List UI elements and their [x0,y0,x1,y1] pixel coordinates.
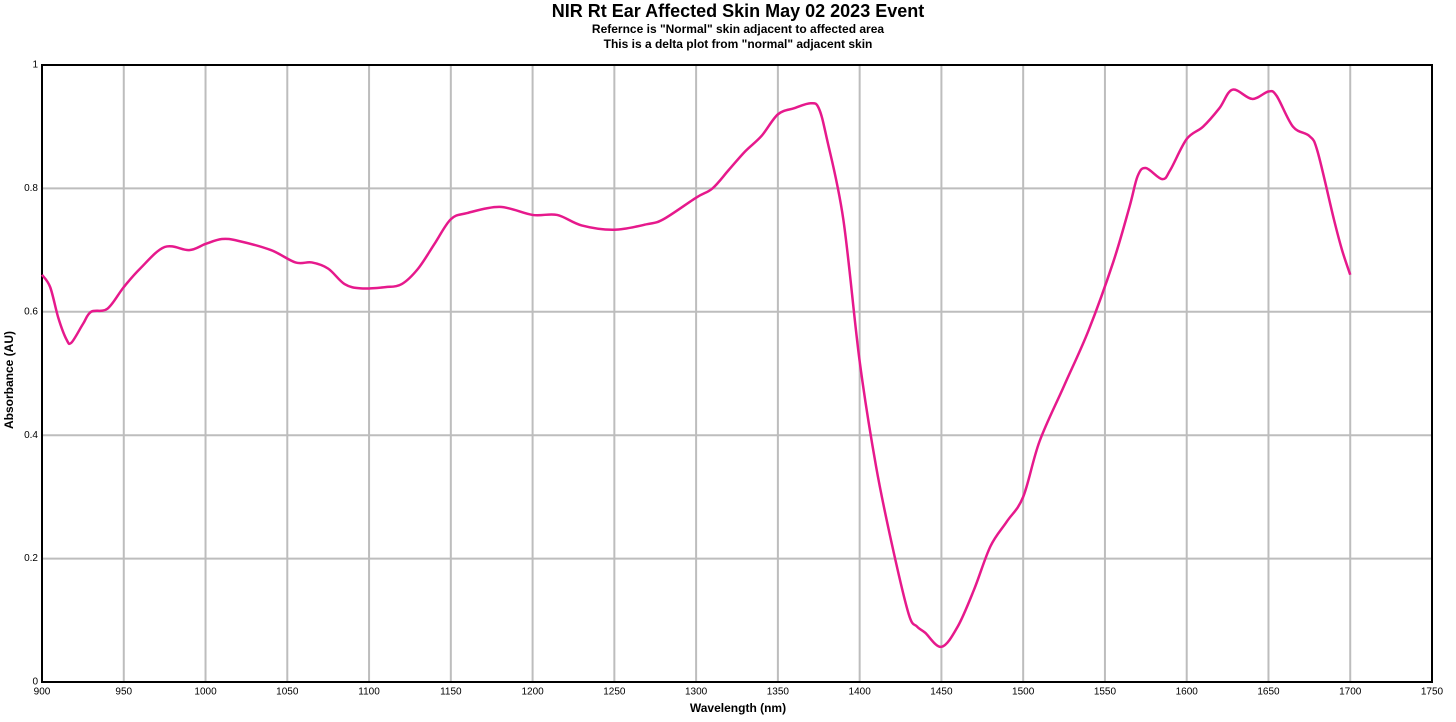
y-axis-label: Absorbance (AU) [2,331,16,429]
x-tick-label: 1300 [685,687,708,698]
x-tick-label: 1500 [1012,687,1035,698]
x-tick-label: 1650 [1257,687,1280,698]
x-axis-label: Wavelength (nm) [690,701,786,715]
x-tick-label: 1000 [194,687,217,698]
x-tick-label: 1450 [930,687,953,698]
x-tick-label: 1400 [849,687,872,698]
y-tick-label: 0.6 [24,306,38,317]
x-tick-label: 1250 [603,687,626,698]
plot-border [41,64,1433,683]
x-tick-label: 1200 [521,687,544,698]
chart-title: NIR Rt Ear Affected Skin May 02 2023 Eve… [552,1,924,21]
x-tick-label: 1700 [1339,687,1362,698]
y-tick-label: 0.8 [24,183,38,194]
x-tick-label: 1750 [1421,687,1444,698]
x-tick-label: 1100 [358,687,380,698]
chart-subtitle: This is a delta plot from "normal" adjac… [604,37,873,51]
y-tick-label: 0 [32,677,38,688]
y-tick-label: 0.2 [24,553,38,564]
chart-subtitle: Refernce is "Normal" skin adjacent to af… [592,22,884,36]
x-tick-label: 1350 [767,687,790,698]
x-tick-label: 1600 [1176,687,1199,698]
y-tick-label: 0.4 [24,430,38,441]
x-tick-label: 1150 [440,687,462,698]
x-tick-label: 950 [115,687,132,698]
y-tick-label: 1 [32,60,38,71]
x-tick-label: 1550 [1094,687,1117,698]
x-tick-label: 1050 [276,687,299,698]
data-line [40,88,1352,649]
x-tick-label: 900 [34,687,51,698]
